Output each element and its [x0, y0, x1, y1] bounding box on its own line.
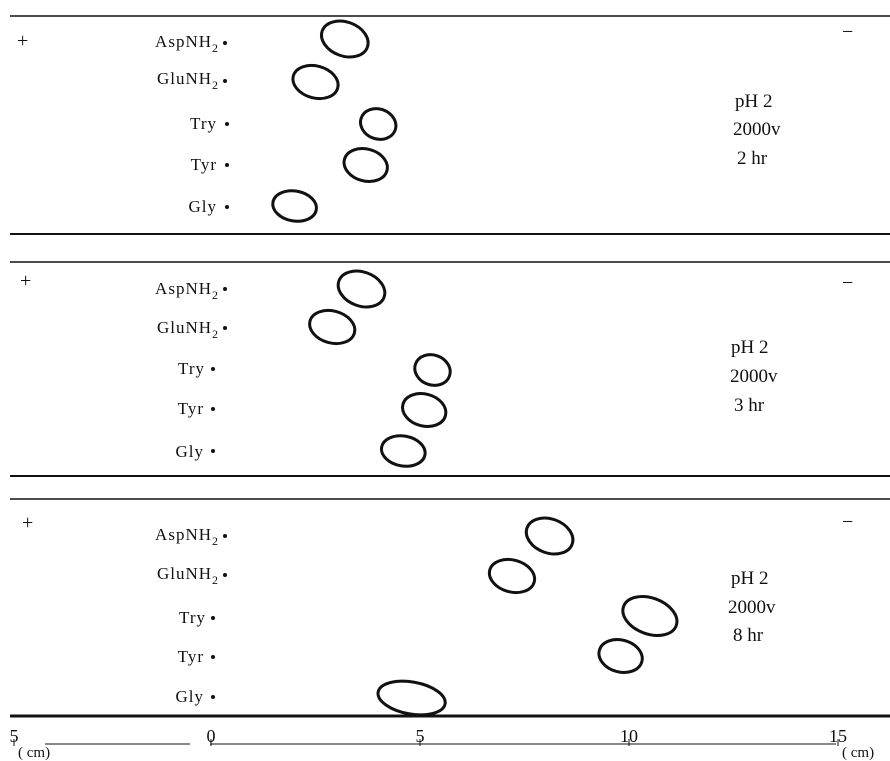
axis-unit-right: ( cm) — [842, 745, 874, 761]
panel-3hr: + − pH 2 2000v 3 hr AspNH2 GluNH2 Try Ty… — [20, 269, 853, 468]
spot-glunh2 — [487, 557, 537, 595]
axis-tick-label: 10 — [620, 726, 638, 746]
voltage-label: 2000v — [728, 597, 776, 618]
origin-dot — [223, 287, 227, 291]
ph-label: pH 2 — [731, 568, 768, 589]
amino-acid-labels: AspNH2 GluNH2 Try Tyr Gly — [155, 525, 219, 706]
spots — [308, 269, 452, 468]
spot-glunh2 — [308, 308, 357, 346]
label-glunh2: GluNH2 — [157, 69, 219, 92]
distance-axis: ( cm) ( cm) 5 0 5 10 15 — [10, 726, 875, 761]
spot-gly — [271, 189, 318, 223]
label-gly: Gly — [189, 197, 218, 216]
origin-dot — [223, 41, 227, 45]
origin-dot — [211, 655, 215, 659]
label-aspnh2: AspNH2 — [155, 32, 219, 55]
axis-tick-label: 0 — [207, 726, 216, 746]
spot-glunh2 — [291, 63, 340, 101]
anode-sign: + — [17, 30, 28, 52]
origin-dot — [211, 407, 215, 411]
label-gly: Gly — [176, 442, 205, 461]
origin-dot — [223, 326, 227, 330]
cathode-sign: − — [842, 272, 853, 294]
spots — [271, 19, 398, 223]
voltage-label: 2000v — [730, 366, 778, 387]
axis-unit-left: ( cm) — [18, 745, 50, 761]
amino-acid-labels: AspNH2 GluNH2 Try Tyr Gly — [155, 32, 219, 216]
origin-dots — [211, 534, 227, 699]
anode-sign: + — [22, 512, 33, 534]
origin-dot — [223, 573, 227, 577]
origin-dot — [223, 534, 227, 538]
origin-dot — [225, 122, 229, 126]
spot-try — [413, 353, 452, 387]
spot-aspnh2 — [524, 516, 575, 556]
amino-acid-labels: AspNH2 GluNH2 Try Tyr Gly — [155, 279, 219, 461]
label-aspnh2: AspNH2 — [155, 279, 219, 302]
spots — [376, 516, 679, 717]
panel-8hr: + − pH 2 2000v 8 hr AspNH2 GluNH2 Try Ty… — [22, 511, 853, 717]
axis-tick-label: 15 — [829, 726, 847, 746]
label-tyr: Tyr — [178, 399, 204, 418]
origin-dot — [225, 205, 229, 209]
spot-aspnh2 — [336, 269, 387, 309]
cathode-sign: − — [842, 511, 853, 533]
axis-tick-label: 5 — [10, 726, 19, 746]
spot-aspnh2 — [320, 19, 370, 59]
ph-label: pH 2 — [735, 91, 772, 112]
spot-gly — [376, 679, 447, 717]
label-tyr: Tyr — [191, 155, 217, 174]
label-try: Try — [178, 359, 205, 378]
cathode-sign: − — [842, 21, 853, 43]
label-try: Try — [179, 608, 206, 627]
time-label: 8 hr — [733, 625, 764, 646]
origin-dots — [211, 287, 227, 453]
anode-sign: + — [20, 270, 31, 292]
label-glunh2: GluNH2 — [157, 564, 219, 587]
spot-gly — [379, 434, 427, 468]
ph-label: pH 2 — [731, 337, 768, 358]
origin-dot — [211, 367, 215, 371]
origin-dot — [211, 449, 215, 453]
axis-tick-label: 5 — [416, 726, 425, 746]
origin-dot — [223, 79, 227, 83]
label-glunh2: GluNH2 — [157, 318, 219, 341]
voltage-label: 2000v — [733, 119, 781, 140]
spot-try — [359, 107, 398, 141]
label-aspnh2: AspNH2 — [155, 525, 219, 548]
origin-dot — [225, 163, 229, 167]
time-label: 3 hr — [734, 395, 765, 416]
panel-2hr: + − pH 2 2000v 2 hr AspNH2 GluNH2 Try Ty… — [17, 19, 853, 223]
spot-tyr — [401, 392, 448, 428]
origin-dot — [211, 616, 215, 620]
spot-tyr — [342, 147, 389, 183]
origin-dot — [211, 695, 215, 699]
time-label: 2 hr — [737, 148, 768, 169]
origin-dots — [223, 41, 229, 209]
label-tyr: Tyr — [178, 647, 204, 666]
label-gly: Gly — [176, 687, 205, 706]
label-try: Try — [190, 114, 217, 133]
axis-ticks: 5 0 5 10 15 — [10, 726, 847, 746]
spot-try — [621, 595, 679, 637]
spot-tyr — [597, 638, 644, 674]
